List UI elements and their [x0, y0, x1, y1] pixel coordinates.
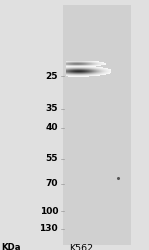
Text: K562: K562 [69, 244, 93, 250]
Text: 100: 100 [40, 207, 58, 216]
Text: 25: 25 [46, 72, 58, 81]
Text: 55: 55 [46, 154, 58, 163]
Text: 130: 130 [39, 224, 58, 233]
Text: 35: 35 [46, 104, 58, 113]
Bar [63, 5, 131, 245]
Text: 40: 40 [46, 123, 58, 132]
Text: KDa: KDa [1, 242, 21, 250]
Text: 70: 70 [46, 179, 58, 188]
